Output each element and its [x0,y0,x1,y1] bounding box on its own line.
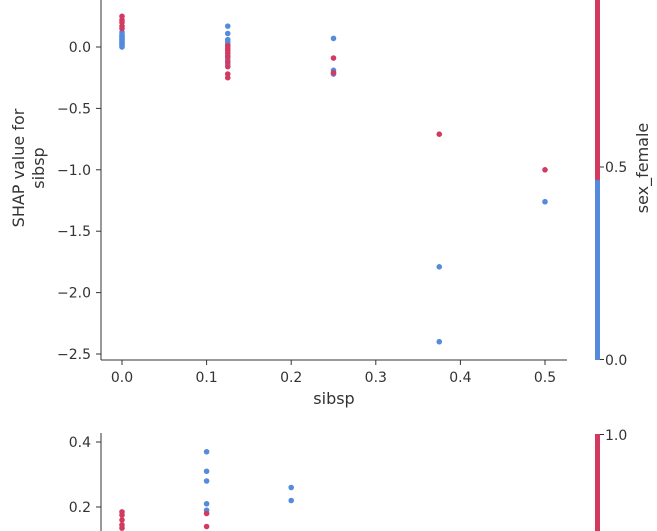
bottom-point [203,478,210,484]
top-point [330,69,337,76]
bottom-point [203,510,210,517]
bottom-point [119,512,125,518]
top-y-axis-label-line1: SHAP value for [9,108,28,227]
top-point [542,198,548,205]
top-y-axis-label-line2: sibsp [29,147,48,188]
top-point [224,54,231,60]
bottom-point [288,497,295,504]
bottom-colorbar [595,434,600,531]
top-x-tick-label: 0.3 [365,370,387,386]
top-plot: 0.0−0.5−1.0−1.5−2.0−2.5 0.0 0.1 0.2 0.3 0.4 0… [9,0,653,408]
top-y-tick-label: −0.5 [57,101,91,117]
top-x-tick-label: 0.5 [534,370,556,386]
bottom-point [119,517,125,523]
top-y-tick-label: −1.5 [57,224,91,240]
top-x-axis-label: sibsp [313,389,354,408]
top-y-tick-label: 0.0 [69,40,91,56]
top-colorbar-label: sex_female [633,123,653,214]
bottom-point [288,484,295,491]
top-point [436,131,443,137]
top-y-tick-label: −2.5 [57,347,91,363]
top-point [224,30,231,37]
top-point [330,55,337,61]
top-point [224,58,231,65]
top-points [119,13,548,345]
bottom-colorbar-tick-high-label: 1.0 [605,428,627,444]
top-point [436,338,443,345]
bottom-point [203,448,210,455]
top-point [542,167,548,173]
top-point [224,63,231,70]
top-point [436,264,443,270]
top-colorbar [595,0,600,360]
bottom-points [119,448,295,531]
bottom-plot: 0.4 0.2 1.0 [69,428,627,531]
top-y-ticks: 0.0 −0.5 −1.0 −1.5 −2.0 −2.5 [57,40,101,363]
bottom-point [203,500,210,507]
top-x-tick-label: 0.0 [111,370,133,386]
top-y-tick-label: −2.0 [57,286,91,302]
bottom-point [203,468,210,475]
bottom-y-tick-label: 0.2 [69,500,91,516]
top-point [119,44,125,50]
top-x-tick-label: 0.2 [280,370,302,386]
top-point [224,74,231,81]
bottom-y-ticks: 0.4 0.2 [69,435,101,516]
top-point [224,23,231,29]
top-colorbar-tick-low-label: 0.0 [605,353,627,369]
top-point [330,35,337,42]
top-colorbar-tick-mid-label: 0.5 [605,160,627,176]
top-y-tick-label: −1.0 [57,163,91,179]
bottom-y-tick-label: 0.4 [69,435,91,451]
top-x-tick-label: 0.4 [449,370,471,386]
top-x-ticks: 0.0 0.1 0.2 0.3 0.4 0.5 [111,360,556,386]
bottom-point [119,525,125,531]
bottom-point [203,523,210,530]
top-point [119,25,125,32]
top-x-tick-label: 0.1 [195,370,217,386]
